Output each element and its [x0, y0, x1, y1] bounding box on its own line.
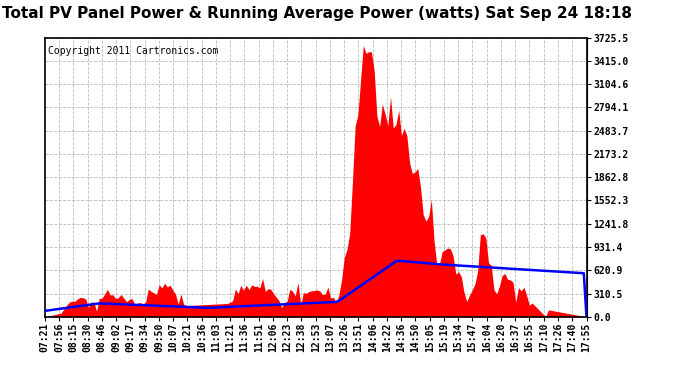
Text: Copyright 2011 Cartronics.com: Copyright 2011 Cartronics.com	[48, 46, 218, 56]
Text: Total PV Panel Power & Running Average Power (watts) Sat Sep 24 18:18: Total PV Panel Power & Running Average P…	[2, 6, 633, 21]
